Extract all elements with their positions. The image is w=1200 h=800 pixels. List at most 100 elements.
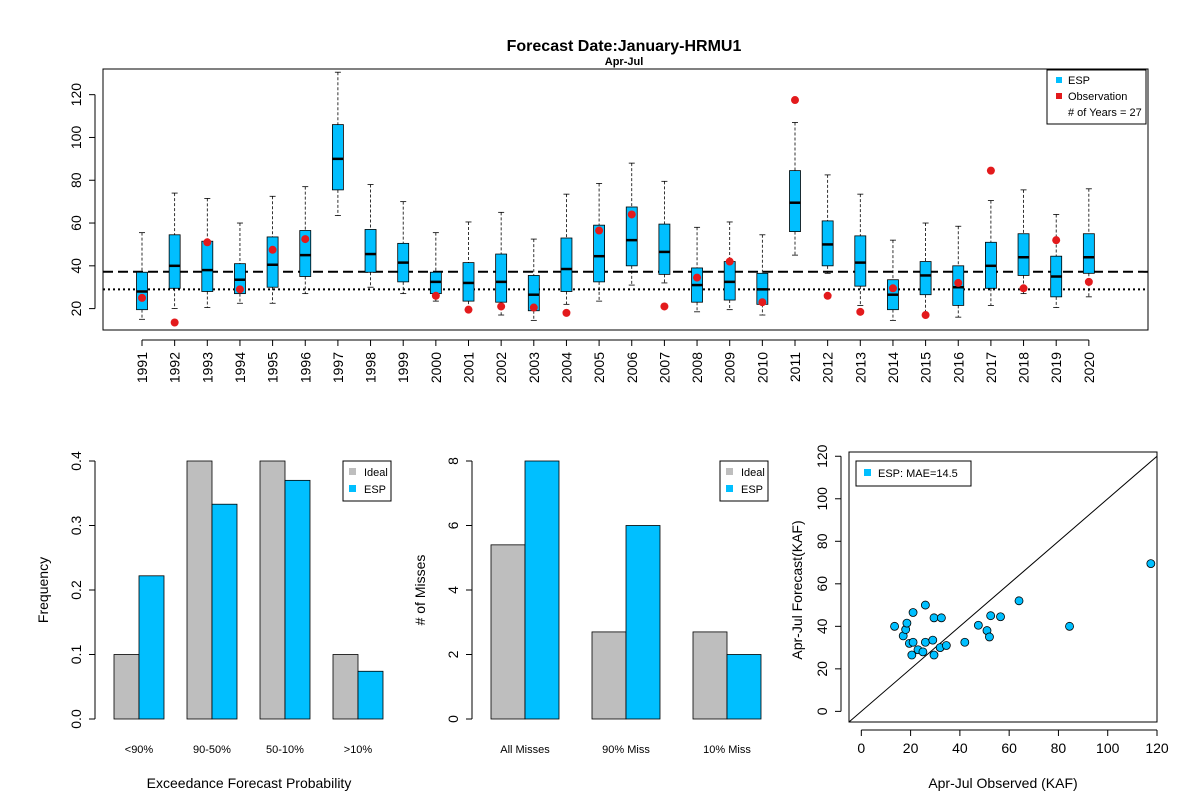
scatter-point — [890, 621, 899, 631]
scatter-legend-label: ESP: MAE=14.5 — [878, 468, 958, 480]
scatter-ylabel: Apr-Jul Forecast(KAF) — [789, 520, 805, 659]
boxplot-box — [1082, 233, 1095, 274]
scatter-point — [928, 635, 938, 645]
boxplot-x-tick-label: 2020 — [1081, 352, 1097, 383]
boxplot-x-tick-label: 2001 — [461, 352, 477, 383]
scatter-y-tick-label: 80 — [814, 533, 830, 549]
boxplot-x-tick-label: 2013 — [852, 352, 868, 383]
boxplot-x-tick-label: 2008 — [689, 352, 705, 383]
boxplot-x-tick-label: 1996 — [297, 352, 313, 383]
bar-y-tick-label: 0.2 — [68, 580, 84, 600]
boxplot-x-tick-label: 1997 — [330, 352, 346, 383]
boxplot-x-tick-label: 2002 — [493, 352, 509, 383]
boxplot-frame — [102, 68, 1149, 331]
bar1-legend-esp-label: ESP — [364, 484, 386, 496]
bar-y-tick-label: 6 — [445, 521, 461, 529]
bar-esp — [138, 575, 165, 720]
observation-point — [758, 298, 767, 307]
one-to-one-line — [848, 455, 1158, 723]
bar2-ylabel: # of Misses — [412, 555, 428, 626]
observation-point — [791, 96, 799, 105]
scatter-legend-esp-swatch — [864, 469, 871, 476]
observation-point — [888, 284, 897, 293]
observation-point — [595, 226, 604, 235]
bar-ideal — [113, 654, 140, 720]
bar-esp — [625, 525, 661, 720]
bar2-legend-ideal-label: Ideal — [741, 467, 765, 479]
observation-point — [856, 307, 865, 316]
scatter-point — [973, 620, 983, 630]
bar1-xlabel: Exceedance Forecast Probability — [147, 775, 352, 791]
scatter-y-tick-label: 100 — [814, 487, 830, 511]
bar-ideal — [692, 631, 728, 720]
legend-esp-label: ESP — [1068, 75, 1090, 87]
bar-esp — [726, 654, 762, 720]
boxplot-x-tick-label: 2004 — [558, 352, 574, 383]
boxplot-box — [299, 230, 312, 277]
observation-point — [725, 257, 734, 266]
observation-point — [529, 303, 538, 312]
bar-ideal — [332, 654, 359, 720]
bar-y-tick-label: 0.1 — [68, 645, 84, 665]
observation-point — [693, 273, 702, 282]
boxplot-title: Forecast Date:January-HRMU1 — [507, 38, 742, 55]
observation-point — [431, 291, 440, 300]
bar-y-tick-label: 8 — [445, 457, 461, 465]
boxplot-y-tick-label: 120 — [68, 83, 84, 107]
bar2-legend-ideal-swatch — [726, 468, 733, 475]
boxplot-box — [168, 234, 181, 289]
boxplot-box — [658, 223, 671, 275]
bar2-legend: Ideal ESP — [719, 460, 769, 502]
scatter-legend: ESP: MAE=14.5 — [855, 460, 972, 487]
bar-category-label: All Misses — [500, 744, 550, 756]
scatter-x-tick-label: 120 — [1145, 740, 1169, 756]
boxplot-legend: ESP Observation # of Years = 27 — [1046, 69, 1147, 125]
boxplot-x-tick-label: 1991 — [134, 352, 150, 383]
scatter-point — [920, 637, 930, 647]
observation-point — [138, 293, 146, 302]
observation-point — [1052, 236, 1061, 245]
observation-point — [1019, 284, 1028, 293]
scatter-y-tick-label: 60 — [814, 576, 830, 592]
scatter-x-tick-label: 40 — [952, 740, 968, 756]
observation-point — [497, 302, 506, 311]
scatter-point — [986, 611, 996, 621]
boxplot-x-tick-label: 1992 — [167, 352, 183, 383]
boxplot-box — [593, 224, 605, 283]
observation-point — [268, 245, 277, 254]
bar-y-tick-label: 0.4 — [68, 451, 84, 471]
exceedance-bar-panel: Exceedance Forecast Probability Frequenc… — [35, 451, 392, 791]
legend-esp-swatch — [1056, 77, 1062, 83]
boxplot-x-tick-label: 2009 — [722, 352, 738, 383]
boxplot-box — [364, 229, 377, 273]
scatter-point — [920, 600, 930, 610]
scatter-point — [941, 641, 951, 650]
bar-category-label: >10% — [344, 744, 373, 756]
boxplot-x-tick-label: 2014 — [885, 352, 901, 383]
bar1-legend-box — [342, 460, 392, 502]
bar-ideal — [259, 460, 286, 720]
boxplot-x-tick-label: 1993 — [199, 352, 215, 383]
boxplot-y-tick-label: 40 — [68, 258, 84, 274]
bar1-legend: Ideal ESP — [342, 460, 392, 502]
bar-y-tick-label: 0 — [445, 715, 461, 723]
boxplot-box — [625, 206, 638, 267]
legend-observation-label: Observation — [1068, 91, 1127, 103]
bar-esp — [357, 670, 384, 720]
scatter-point — [929, 613, 939, 623]
bar-ideal — [490, 544, 526, 720]
boxplot-x-tick-label: 1999 — [395, 352, 411, 383]
bar1-legend-ideal-label: Ideal — [364, 467, 388, 479]
bar1-ylabel: Frequency — [35, 557, 51, 623]
scatter-x-tick-label: 100 — [1096, 740, 1120, 756]
boxplot-box — [919, 261, 932, 296]
observation-point — [203, 238, 212, 247]
bar-category-label: 90-50% — [193, 744, 231, 756]
scatter-point — [1065, 621, 1074, 631]
scatter-x-tick-label: 20 — [903, 740, 919, 756]
observation-point — [660, 302, 669, 311]
scatter-y-tick-label: 20 — [814, 661, 830, 677]
boxplot-x-tick-label: 2018 — [1016, 352, 1032, 383]
observation-point — [823, 291, 832, 300]
